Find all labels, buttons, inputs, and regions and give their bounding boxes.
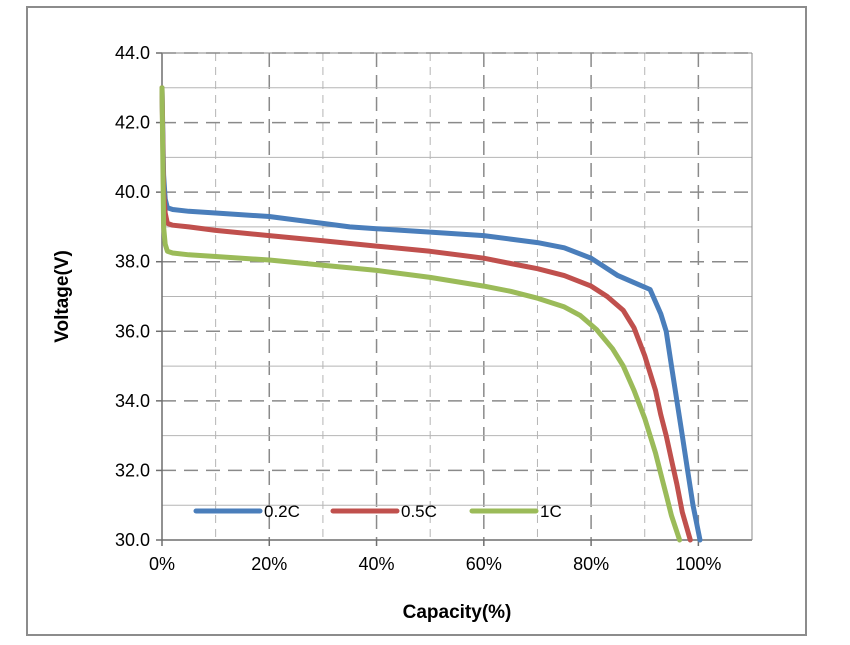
- x-tick-labels: 0% 20% 40% 60% 80% 100%: [149, 554, 721, 574]
- legend-label: 0.5C: [401, 502, 437, 521]
- y-tick-label: 38.0: [115, 252, 150, 272]
- series-line-0-2c: [159, 85, 703, 543]
- y-tick-label: 42.0: [115, 113, 150, 133]
- y-tick-label: 44.0: [115, 43, 150, 63]
- y-axis-title: Voltage(V): [52, 250, 73, 343]
- y-tick-label: 40.0: [115, 182, 150, 202]
- axes: [156, 52, 753, 546]
- discharge-curve-chart: 30.0 32.0 34.0 36.0 38.0 40.0 42.0 44.0 0% 20% 40…: [52, 43, 753, 623]
- y-tick-labels: 30.0 32.0 34.0 36.0 38.0 40.0 42.0 44.0: [115, 43, 150, 550]
- x-tick-label: 40%: [359, 554, 395, 574]
- series-lines: [159, 85, 703, 543]
- x-tick-label: 60%: [466, 554, 502, 574]
- legend-label: 1C: [540, 502, 562, 521]
- x-tick-label: 100%: [675, 554, 721, 574]
- x-axis-title: Capacity(%): [403, 602, 512, 623]
- x-tick-label: 80%: [573, 554, 609, 574]
- chart-frame: 30.0 32.0 34.0 36.0 38.0 40.0 42.0 44.0 0% 20% 40…: [26, 6, 807, 636]
- y-tick-label: 30.0: [115, 530, 150, 550]
- y-tick-label: 34.0: [115, 391, 150, 411]
- x-tick-label: 20%: [251, 554, 287, 574]
- legend-label: 0.2C: [264, 502, 300, 521]
- legend: 0.2C 0.5C 1C: [193, 502, 562, 521]
- series-line-1c: [159, 85, 683, 543]
- y-tick-label: 36.0: [115, 321, 150, 341]
- y-tick-label: 32.0: [115, 460, 150, 480]
- series-line-0-5c: [159, 85, 693, 543]
- x-tick-label: 0%: [149, 554, 175, 574]
